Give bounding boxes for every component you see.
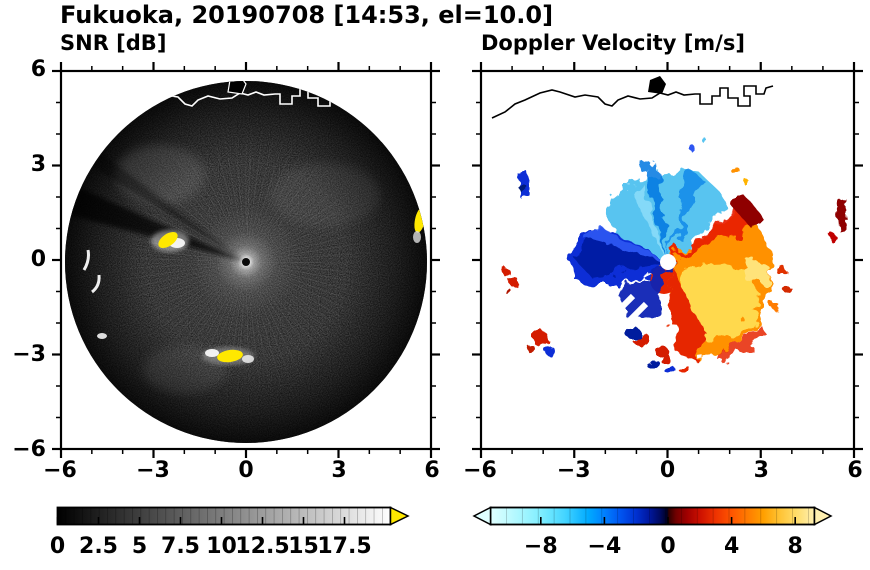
figure-title: Fukuoka, 20190708 [14:53, el=10.0] xyxy=(60,1,554,29)
vel-cbar-label-−8: −8 xyxy=(523,534,558,559)
snr-ytick-label-6: 6 xyxy=(30,57,46,82)
snr-colorbar xyxy=(56,506,410,526)
snr-cbar-label-17.5: 17.5 xyxy=(317,534,372,559)
snr-ytick-label-0: 0 xyxy=(30,247,46,272)
snr-faint-echo-patch xyxy=(270,163,380,227)
vel-xtick-label-0: 0 xyxy=(659,458,676,483)
snr-cbar-label-0: 0 xyxy=(49,534,66,559)
vel-xtick-label-3: 3 xyxy=(753,458,769,483)
snr-echo-overlay xyxy=(70,81,426,394)
snr-edge-clutter xyxy=(82,249,107,339)
snr-ytick-label-3: 3 xyxy=(30,152,46,177)
snr-xtick-label-−6: −6 xyxy=(43,458,77,483)
vel-xtick-label-−3: −3 xyxy=(556,458,591,483)
vel-cbar-label-8: 8 xyxy=(787,534,803,559)
velocity-colorbar xyxy=(472,506,833,526)
snr-blocked-beam-wedge xyxy=(90,153,246,262)
vel-cbar-label-0: 0 xyxy=(660,534,676,559)
snr-xtick-label-0: 0 xyxy=(238,458,254,483)
snr-cbar-label-2.5: 2.5 xyxy=(79,534,118,559)
snr-panel xyxy=(52,62,440,458)
velocity-radar-origin-dot xyxy=(660,254,676,270)
velocity-echo-overlay xyxy=(491,76,847,376)
snr-xtick-label-3: 3 xyxy=(331,458,347,483)
snr-cbar-label-10: 10 xyxy=(206,534,237,559)
snr-strong-echoes xyxy=(151,207,426,365)
snr-xtick-label-6: 6 xyxy=(424,458,440,483)
velocity-panel xyxy=(472,62,863,458)
velocity-panel-title: Doppler Velocity [m/s] xyxy=(481,31,745,55)
velocity-scattered-echoes xyxy=(502,137,847,356)
velocity-data-gap-slash xyxy=(595,293,649,342)
snr-cbar-label-15: 15 xyxy=(288,534,319,559)
velocity-field xyxy=(568,164,791,376)
snr-ytick-label-−3: −3 xyxy=(12,342,46,367)
vel-cbar-label-−4: −4 xyxy=(587,534,622,559)
snr-cbar-label-7.5: 7.5 xyxy=(161,534,200,559)
vel-xtick-label-−6: −6 xyxy=(463,458,497,483)
snr-cbar-label-5: 5 xyxy=(131,534,148,559)
snr-cbar-label-12.5: 12.5 xyxy=(235,534,290,559)
vel-xtick-label-6: 6 xyxy=(847,458,863,483)
snr-xtick-label-−3: −3 xyxy=(136,458,170,483)
velocity-axes-frame xyxy=(472,62,863,458)
vel-cbar-label-4: 4 xyxy=(723,534,740,559)
snr-axes-frame xyxy=(52,62,440,458)
snr-panel-title: SNR [dB] xyxy=(60,31,167,55)
snr-blocked-beam-wedge xyxy=(70,188,246,262)
snr-radar-origin-dot xyxy=(242,258,250,266)
snr-ytick-label-−6: −6 xyxy=(12,437,46,462)
